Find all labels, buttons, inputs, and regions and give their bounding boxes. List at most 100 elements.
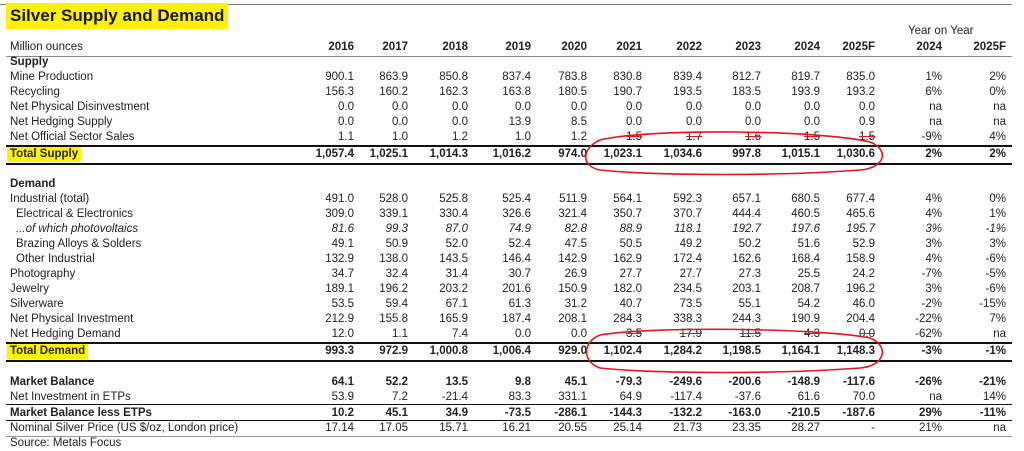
cell-value: 20.55 bbox=[558, 422, 587, 434]
row-label: Supply bbox=[10, 56, 49, 68]
cell-value: 330.4 bbox=[439, 208, 468, 220]
cell-value: 55.1 bbox=[738, 298, 761, 310]
cell-value: 45.1 bbox=[564, 376, 587, 388]
source-note: Source: Metals Focus bbox=[10, 437, 122, 449]
cell-value: 12.0 bbox=[331, 328, 354, 340]
cell-value: 189.1 bbox=[325, 283, 354, 295]
row-label: Market Balance bbox=[10, 376, 95, 388]
column-header: 2025F bbox=[842, 41, 875, 53]
cell-value: 1,025.1 bbox=[369, 148, 408, 160]
cell-value: 0.0 bbox=[804, 101, 820, 113]
row-label: Mine Production bbox=[10, 71, 94, 83]
cell-value: 16.21 bbox=[502, 422, 531, 434]
cell-value: 525.8 bbox=[439, 193, 468, 205]
cell-value: 52.0 bbox=[445, 238, 468, 250]
cell-value: -26% bbox=[915, 376, 942, 388]
total-supply-row: Total Supply 1,057.4 1,025.1 1,014.3 1,016.2… bbox=[0, 147, 1012, 162]
cell-value: -2% bbox=[921, 298, 942, 310]
table-row: ...of which photovoltaics 81.6 99.3 87.0 74.… bbox=[0, 222, 1012, 237]
cell-value: 81.6 bbox=[331, 223, 354, 235]
cell-value: 208.7 bbox=[791, 283, 820, 295]
top-rule bbox=[0, 4, 1012, 5]
cell-value: 47.5 bbox=[564, 238, 587, 250]
cell-value: 30.7 bbox=[508, 268, 531, 280]
cell-value: 83.3 bbox=[508, 391, 531, 403]
cell-value: na bbox=[993, 101, 1006, 113]
cell-value: 972.9 bbox=[379, 345, 408, 357]
cell-value: 28.27 bbox=[791, 422, 820, 434]
cell-value: 54.2 bbox=[797, 298, 820, 310]
cell-value: 143.5 bbox=[439, 253, 468, 265]
cell-value: 64.9 bbox=[619, 391, 642, 403]
cell-value: 837.4 bbox=[502, 71, 531, 83]
cell-value: na bbox=[993, 116, 1006, 128]
cell-value: 0.0 bbox=[338, 101, 354, 113]
cell-value: 24.2 bbox=[852, 268, 875, 280]
table-row: Net Official Sector Sales 1.1 1.0 1.2 1.0 1.2… bbox=[0, 130, 1012, 145]
cell-value: 34.9 bbox=[445, 407, 468, 419]
cell-value: 564.1 bbox=[613, 193, 642, 205]
table-row: Jewelry 189.1 196.2 203.2 201.6 150.9 182.0 234… bbox=[0, 282, 1012, 297]
cell-value: 162.9 bbox=[613, 253, 642, 265]
row-label: Recycling bbox=[10, 86, 60, 98]
row-label: Electrical & Electronics bbox=[16, 208, 133, 220]
cell-value: 0.0 bbox=[745, 101, 761, 113]
cell-value: 657.1 bbox=[732, 193, 761, 205]
cell-value: -148.9 bbox=[787, 376, 820, 388]
cell-value: 1,148.3 bbox=[836, 345, 875, 357]
cell-value: 208.1 bbox=[558, 313, 587, 325]
row-label: Net Physical Investment bbox=[10, 313, 134, 325]
cell-value: -6% bbox=[985, 253, 1006, 265]
table-row: Net Physical Investment 212.9 155.8 165.9 18… bbox=[0, 312, 1012, 327]
cell-value: 850.8 bbox=[439, 71, 468, 83]
cell-value: -144.3 bbox=[609, 407, 642, 419]
cell-value: 31.4 bbox=[445, 268, 468, 280]
cell-value: 49.1 bbox=[331, 238, 354, 250]
cell-value: 1,000.8 bbox=[429, 345, 468, 357]
cell-value: 9.8 bbox=[515, 376, 531, 388]
cell-value: 132.9 bbox=[325, 253, 354, 265]
cell-value: 1.1 bbox=[392, 328, 408, 340]
cell-value: 10.2 bbox=[331, 407, 354, 419]
cell-value: 61.6 bbox=[797, 391, 820, 403]
cell-value: 284.3 bbox=[613, 313, 642, 325]
cell-value: 162.6 bbox=[732, 253, 761, 265]
table-row: Market Balance less ETPs 10.2 45.1 34.9 -73.… bbox=[0, 406, 1012, 421]
cell-value: 1,016.2 bbox=[492, 148, 531, 160]
cell-value: 350.7 bbox=[613, 208, 642, 220]
cell-value: 73.5 bbox=[679, 298, 702, 310]
cell-value: 162.3 bbox=[439, 86, 468, 98]
table-row: Silverware 53.5 59.4 67.1 61.3 31.2 40.7 73.5 55… bbox=[0, 297, 1012, 312]
cell-value: 138.0 bbox=[379, 253, 408, 265]
cell-value: 0.0 bbox=[571, 328, 587, 340]
cell-value: 74.9 bbox=[508, 223, 531, 235]
cell-value: 444.4 bbox=[732, 208, 761, 220]
cell-value: 13.5 bbox=[445, 376, 468, 388]
row-label: Industrial (total) bbox=[10, 193, 90, 205]
cell-value: 46.0 bbox=[852, 298, 875, 310]
price-rule-bottom bbox=[6, 436, 1012, 437]
cell-value: 52.9 bbox=[852, 238, 875, 250]
cell-value: 52.4 bbox=[508, 238, 531, 250]
column-header: 2021 bbox=[616, 41, 642, 53]
table-row: Mine Production 900.1 863.9 850.8 837.4 783.8… bbox=[0, 70, 1012, 85]
cell-value: 201.6 bbox=[502, 283, 531, 295]
cell-value: 321.4 bbox=[558, 208, 587, 220]
section-supply: Supply bbox=[0, 55, 1012, 70]
cell-value: 0.0 bbox=[859, 101, 875, 113]
cell-value: 2% bbox=[925, 148, 942, 160]
price-rule-top bbox=[6, 420, 1012, 421]
cell-value: 193.5 bbox=[673, 86, 702, 98]
cell-value: -3% bbox=[921, 345, 942, 357]
cell-value: 3% bbox=[925, 223, 942, 235]
cell-value: 339.1 bbox=[379, 208, 408, 220]
row-label: Net Official Sector Sales bbox=[10, 131, 135, 143]
cell-value: 21.73 bbox=[673, 422, 702, 434]
cell-value: 0.0 bbox=[515, 328, 531, 340]
table-row: Nominal Silver Price (US $/oz, London pr… bbox=[0, 421, 1012, 436]
cell-value: 2% bbox=[989, 71, 1006, 83]
row-label: Silverware bbox=[10, 298, 64, 310]
cell-value: 27.7 bbox=[619, 268, 642, 280]
cell-value: -73.5 bbox=[504, 407, 531, 419]
cell-value: 0% bbox=[989, 86, 1006, 98]
